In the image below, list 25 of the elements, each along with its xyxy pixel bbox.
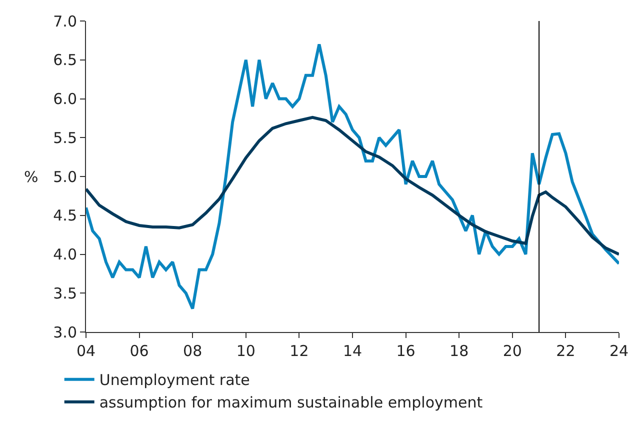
x-tick-label: 18	[450, 342, 469, 360]
y-tick-label: 6.0	[53, 90, 77, 108]
y-axis-title: %	[24, 168, 38, 186]
x-tick-label: 22	[556, 342, 576, 360]
x-tick-label: 24	[609, 342, 629, 360]
y-tick-label: 3.0	[53, 323, 77, 342]
line-series	[86, 116, 619, 256]
x-tick-label: 06	[130, 342, 149, 360]
x-tick-label: 10	[236, 342, 256, 360]
x-tick-label: 12	[290, 342, 309, 360]
line-series	[86, 42, 619, 310]
legend-label: assumption for maximum sustainable employment	[99, 394, 483, 412]
y-tick-label: 5.5	[53, 128, 77, 147]
y-tick-label: 7.0	[53, 12, 77, 30]
y-tick-label: 6.5	[53, 51, 77, 70]
x-tick-label: 16	[396, 342, 416, 360]
y-tick-label: 3.5	[53, 284, 77, 302]
legend-label: Unemployment rate	[99, 371, 250, 390]
y-tick-label: 4.5	[53, 206, 77, 225]
y-tick-label: 5.0	[53, 168, 77, 186]
x-tick-label: 14	[342, 342, 362, 360]
x-tick-label: 04	[76, 342, 96, 360]
x-tick-label: 08	[183, 342, 202, 360]
x-tick-label: 20	[502, 342, 522, 360]
y-tick-label: 4.0	[53, 246, 77, 264]
